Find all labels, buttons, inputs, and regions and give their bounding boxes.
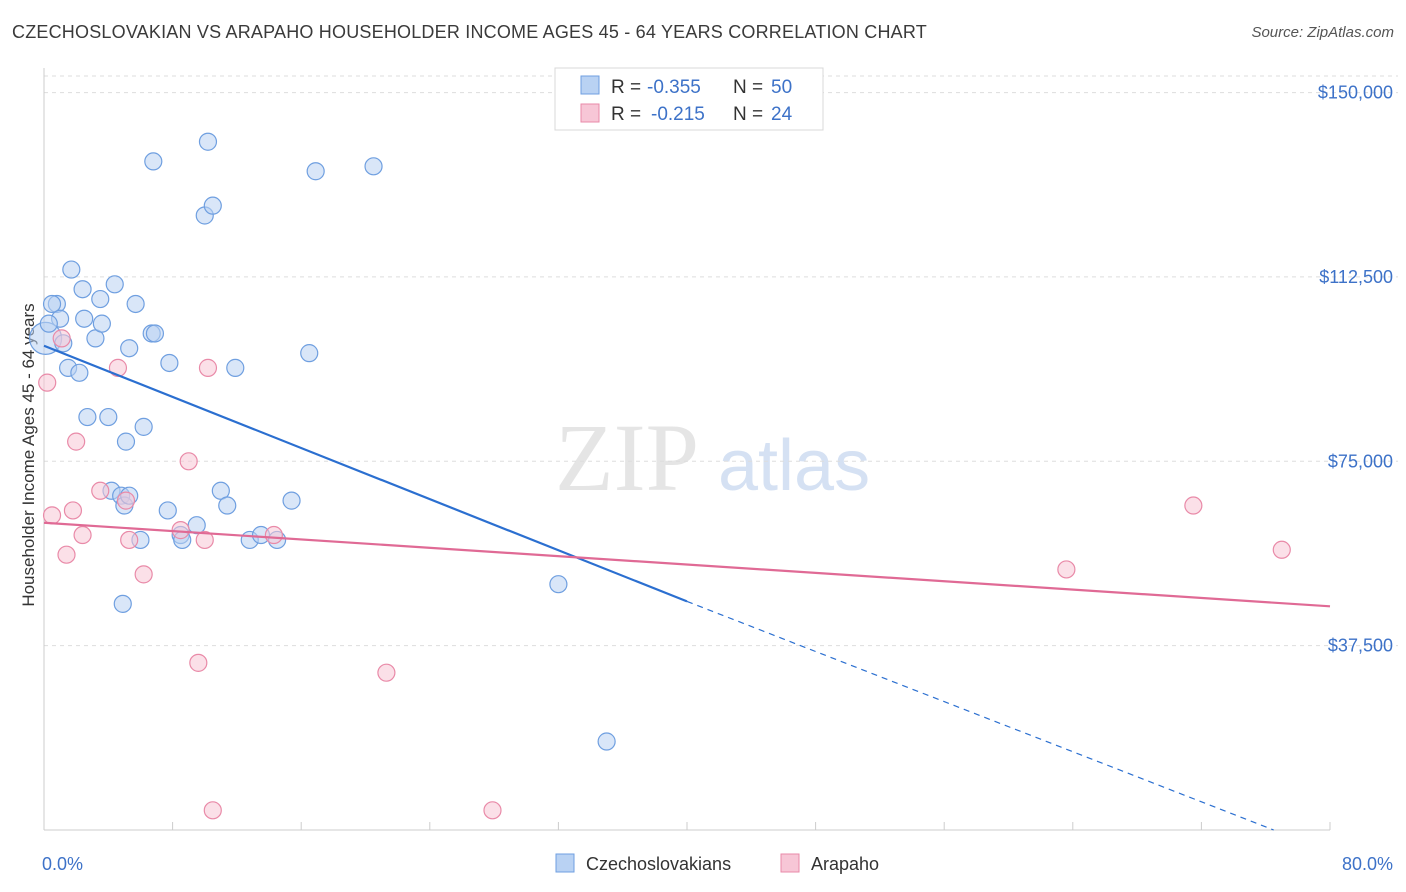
series-legend-swatch-pink: [780, 853, 800, 873]
czechoslovakians-point-49: [597, 732, 616, 751]
correlation-legend: R = -0.355 N = 50 R = -0.215 N = 24: [554, 67, 824, 131]
legend-swatch-pink: [580, 103, 600, 123]
y-tick-label-1: $75,000: [1328, 451, 1393, 471]
legend-r-label-blue: R =: [611, 77, 641, 98]
x-tick-labels: 0.0% 80.0%: [42, 854, 1393, 874]
legend-box: [554, 67, 824, 131]
arapaho-point-20: [483, 801, 502, 820]
legend-r-label-pink: R =: [611, 104, 641, 125]
arapaho-point-23: [1272, 540, 1291, 559]
chart-source: Source: ZipAtlas.com: [1251, 24, 1394, 41]
arapaho-point-7: [91, 481, 110, 500]
chart-title: CZECHOSLOVAKIAN VS ARAPAHO HOUSEHOLDER I…: [12, 22, 927, 42]
watermark-zip: ZIP: [555, 404, 699, 511]
arapaho-point-8: [108, 358, 128, 377]
czechoslovakians-point-46: [39, 314, 58, 333]
arapaho-point-17: [203, 801, 222, 820]
czechoslovakians-point-35: [203, 196, 222, 215]
arapaho-point-18: [264, 525, 283, 545]
x-tick-label-1: 80.0%: [1342, 854, 1393, 874]
czechoslovakians-points: [29, 132, 616, 751]
trend-lines: [43, 344, 1331, 831]
czechoslovakians-point-28: [160, 353, 179, 373]
czechoslovakians-point-45: [364, 157, 383, 176]
czechoslovakians-point-43: [300, 344, 319, 363]
czechoslovakians-point-42: [282, 491, 301, 510]
arapaho-point-11: [134, 565, 153, 584]
czechoslovakians-point-22: [126, 294, 145, 314]
czechoslovakians-point-44: [306, 162, 325, 181]
czechoslovakians-point-7: [70, 363, 89, 382]
czechoslovakians-point-9: [75, 309, 94, 328]
legend-n-label-pink: N =: [733, 104, 763, 125]
series-legend: Czechoslovakians Arapaho: [555, 853, 879, 874]
series-legend-label-blue: Czechoslovakians: [586, 854, 731, 874]
arapaho-point-1: [42, 506, 62, 525]
legend-r-value-pink: -0.215: [651, 104, 705, 125]
arapaho-point-2: [52, 329, 71, 348]
czechoslovakians-point-29: [158, 501, 177, 520]
arapaho-point-9: [116, 491, 136, 510]
czechoslovakians-point-13: [92, 314, 111, 333]
arapaho-point-13: [179, 452, 198, 471]
legend-swatch-blue: [580, 75, 600, 95]
czechoslovakians-point-27: [134, 417, 153, 436]
arapaho-point-10: [120, 530, 139, 550]
czechoslovakians-point-21: [120, 339, 139, 358]
series-legend-swatch-blue: [555, 853, 575, 873]
arapaho-trend-line: [43, 521, 1331, 608]
legend-n-value-pink: 24: [771, 104, 793, 125]
czechoslovakians-point-48: [549, 575, 568, 594]
y-tick-label-0: $37,500: [1328, 636, 1393, 656]
legend-n-value-blue: 50: [771, 77, 792, 98]
grid-lines: [44, 75, 1398, 647]
arapaho-point-22: [1184, 496, 1203, 515]
czechoslovakians-point-2: [42, 294, 62, 314]
arapaho-points: [38, 329, 1291, 820]
arapaho-point-19: [377, 663, 396, 682]
czechoslovakians-trend-extension: [686, 600, 1274, 831]
czechoslovakians-point-15: [105, 275, 124, 294]
y-tick-label-3: $150,000: [1318, 83, 1393, 103]
czechoslovakians-point-38: [226, 358, 245, 377]
x-tick-label-0: 0.0%: [42, 854, 83, 874]
czechoslovakians-point-5: [62, 260, 81, 279]
czechoslovakians-point-37: [218, 496, 237, 515]
series-legend-label-pink: Arapaho: [811, 854, 879, 874]
czechoslovakians-point-12: [91, 289, 110, 309]
arapaho-point-16: [198, 358, 218, 377]
y-axis-label: Householder Income Ages 45 - 64 years: [19, 303, 38, 606]
arapaho-point-0: [38, 373, 57, 392]
arapaho-point-6: [73, 525, 92, 545]
czechoslovakians-point-47: [113, 594, 132, 613]
y-tick-labels: $37,500 $75,000 $112,500 $150,000: [1318, 83, 1393, 656]
czechoslovakians-point-34: [198, 132, 218, 151]
czechoslovakians-point-26: [144, 152, 163, 171]
arapaho-point-3: [57, 545, 76, 564]
arapaho-point-4: [63, 501, 83, 520]
czechoslovakians-trend-line: [43, 344, 688, 603]
czechoslovakians-point-20: [116, 432, 136, 451]
arapaho-point-14: [189, 653, 208, 672]
axes: [43, 68, 1331, 831]
arapaho-point-5: [67, 432, 86, 451]
legend-r-value-blue: -0.355: [647, 77, 701, 98]
czechoslovakians-point-14: [99, 407, 118, 427]
y-tick-label-2: $112,500: [1319, 267, 1393, 287]
czechoslovakians-point-10: [78, 407, 97, 427]
arapaho-point-21: [1057, 560, 1076, 579]
watermark-atlas: atlas: [718, 426, 870, 506]
legend-n-label-blue: N =: [733, 77, 763, 98]
czechoslovakians-point-25: [145, 324, 165, 343]
czechoslovakians-point-8: [73, 280, 92, 299]
arapaho-point-15: [195, 530, 214, 550]
arapaho-point-12: [171, 521, 190, 540]
